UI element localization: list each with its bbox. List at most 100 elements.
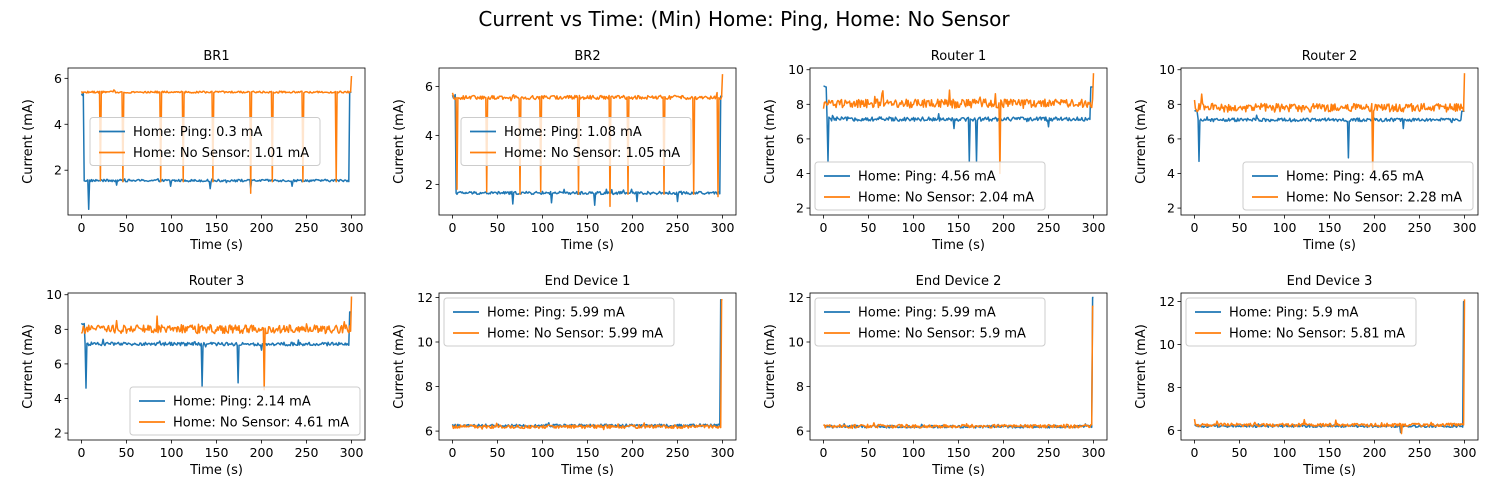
legend-box	[460, 117, 692, 166]
y-tick-label: 8	[1167, 97, 1175, 112]
legend-entry-label: Home: Ping: 5.99 mA	[858, 306, 996, 321]
x-tick-label: 100	[902, 220, 926, 235]
y-axis-label: Current (mA)	[1134, 324, 1149, 409]
x-tick-label: 0	[78, 220, 86, 235]
legend: Home: Ping: 5.99 mA Home: No Sensor: 5.9 …	[814, 297, 1046, 347]
legend: Home: Ping: 5.99 mA Home: No Sensor: 5.99…	[443, 297, 675, 347]
legend-entry-label: Home: No Sensor: 5.81 mA	[1229, 327, 1405, 342]
y-tick-label: 12	[417, 290, 433, 305]
y-tick-label: 6	[796, 424, 804, 439]
subplot-8: 0 50 100 150 200 250 300 6 8 10 12 End Device 3 Time…	[1134, 274, 1479, 478]
x-tick-label: 150	[1318, 445, 1342, 460]
y-axis-label: Current (mA)	[763, 324, 778, 409]
x-tick-label: 200	[992, 445, 1016, 460]
series-line-nosensor	[1193, 73, 1466, 175]
y-tick-label: 2	[54, 426, 62, 441]
y-axis-label: Current (mA)	[392, 99, 407, 184]
legend-box	[814, 161, 1046, 211]
x-tick-label: 0	[820, 445, 828, 460]
x-tick-label: 150	[205, 445, 229, 460]
y-tick-label: 2	[796, 201, 804, 216]
x-axis-label: Time (s)	[189, 238, 243, 253]
x-tick-label: 250	[1037, 220, 1061, 235]
legend: Home: Ping: 4.65 mA Home: No Sensor: 2.28…	[1242, 161, 1474, 211]
x-tick-label: 200	[1363, 220, 1387, 235]
legend-entry-label: Home: Ping: 4.56 mA	[858, 170, 996, 185]
series-line-nosensor	[451, 74, 724, 208]
y-tick-label: 6	[425, 79, 433, 94]
x-tick-label: 0	[820, 220, 828, 235]
x-tick-label: 300	[1082, 220, 1106, 235]
legend-entry-label: Home: No Sensor: 5.9 mA	[858, 327, 1026, 342]
x-axis-label: Time (s)	[1302, 238, 1356, 253]
legend-entry-label: Home: Ping: 4.65 mA	[1286, 170, 1424, 185]
subplot-title: Router 2	[1302, 49, 1358, 64]
y-tick-label: 6	[1167, 423, 1175, 438]
y-tick-label: 10	[788, 335, 804, 350]
x-tick-label: 250	[666, 220, 690, 235]
y-tick-label: 4	[1167, 166, 1175, 181]
x-tick-label: 50	[490, 445, 506, 460]
subplot-title: BR2	[574, 49, 600, 64]
x-tick-label: 50	[490, 220, 506, 235]
y-axis-label: Current (mA)	[392, 324, 407, 409]
x-axis-label: Time (s)	[931, 463, 985, 478]
x-tick-label: 150	[576, 445, 600, 460]
y-tick-label: 4	[54, 117, 62, 132]
x-tick-label: 200	[1363, 445, 1387, 460]
x-tick-label: 200	[250, 445, 274, 460]
y-tick-label: 12	[788, 290, 804, 305]
subplot-title: End Device 1	[545, 274, 631, 289]
subplot-title: Router 1	[931, 49, 987, 64]
y-tick-label: 6	[54, 71, 62, 86]
x-tick-label: 150	[205, 220, 229, 235]
y-tick-label: 8	[796, 379, 804, 394]
legend-box	[89, 117, 321, 166]
y-tick-label: 8	[54, 322, 62, 337]
x-tick-label: 50	[119, 220, 135, 235]
x-tick-label: 300	[340, 445, 364, 460]
legend-box	[1185, 297, 1417, 347]
series-line-ping	[823, 85, 1094, 163]
x-tick-label: 150	[947, 220, 971, 235]
subplot-2: 0 50 100 150 200 250 300 2 4 6 BR2 Time (s) Current …	[392, 49, 737, 253]
subplot-5: 0 50 100 150 200 250 300 2 4 6 8 10 Router 3 Time (s)…	[21, 274, 366, 478]
y-tick-label: 4	[425, 128, 433, 143]
x-tick-label: 0	[449, 445, 457, 460]
legend: Home: Ping: 0.3 mA Home: No Sensor: 1.01 …	[89, 117, 321, 166]
y-axis-label: Current (mA)	[1134, 99, 1149, 184]
series-line-nosensor	[823, 305, 1094, 430]
y-tick-label: 6	[54, 356, 62, 371]
y-tick-label: 2	[425, 177, 433, 192]
legend-entry-label: Home: No Sensor: 4.61 mA	[173, 416, 349, 431]
y-axis-label: Current (mA)	[21, 324, 36, 409]
series-line-nosensor	[80, 296, 353, 391]
x-tick-label: 0	[78, 445, 86, 460]
y-tick-label: 12	[1159, 294, 1175, 309]
legend-box	[814, 297, 1046, 347]
series-line-nosensor	[822, 73, 1095, 175]
y-tick-label: 6	[425, 424, 433, 439]
series-line-ping	[451, 93, 723, 206]
x-tick-label: 300	[1453, 445, 1477, 460]
x-tick-label: 50	[1232, 220, 1248, 235]
legend: Home: Ping: 5.9 mA Home: No Sensor: 5.81 …	[1185, 297, 1417, 347]
y-tick-label: 6	[1167, 131, 1175, 146]
legend-entry-label: Home: No Sensor: 2.28 mA	[1286, 191, 1462, 206]
y-tick-label: 6	[796, 131, 804, 146]
x-tick-label: 200	[992, 220, 1016, 235]
legend-entry-label: Home: Ping: 0.3 mA	[133, 125, 263, 140]
legend-entry-label: Home: No Sensor: 2.04 mA	[858, 191, 1034, 206]
legend-box	[129, 386, 361, 436]
x-tick-label: 250	[295, 220, 319, 235]
x-tick-label: 300	[1453, 220, 1477, 235]
legend-entry-label: Home: No Sensor: 5.99 mA	[487, 327, 663, 342]
y-tick-label: 8	[796, 97, 804, 112]
x-tick-label: 250	[666, 445, 690, 460]
y-tick-label: 10	[46, 287, 62, 302]
figure-suptitle: Current vs Time: (Min) Home: Ping, Home:…	[478, 7, 1010, 31]
x-axis-label: Time (s)	[1302, 463, 1356, 478]
subplot-7: 0 50 100 150 200 250 300 6 8 10 12 End Device 2 Time…	[763, 274, 1108, 478]
y-tick-label: 4	[54, 391, 62, 406]
